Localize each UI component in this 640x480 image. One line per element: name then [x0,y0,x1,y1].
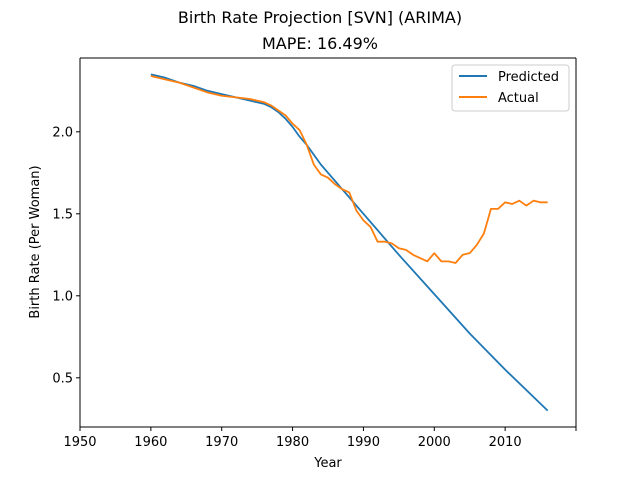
series-line-predicted [150,73,549,412]
y-axis-ticks: 0.5 1.0 1.5 2.0 [52,125,80,386]
plot-area [80,58,576,427]
series-line-actual [150,75,548,264]
y-tick-label: 1.5 [52,207,73,222]
y-tick-label: 2.0 [52,125,73,140]
x-axis-label: Year [313,456,342,471]
chart-title: Birth Rate Projection [SVN] (ARIMA) [178,8,462,27]
y-tick-label: 0.5 [52,371,73,386]
x-tick-label: 1970 [205,435,238,450]
x-tick-label: 1990 [347,435,380,450]
x-tick-label: 2000 [418,435,451,450]
x-tick-label: 1950 [63,435,96,450]
legend-label-predicted: Predicted [498,70,559,85]
chart-subtitle: MAPE: 16.49% [262,34,378,53]
legend: Predicted Actual [451,64,570,112]
x-tick-label: 1980 [276,435,309,450]
x-tick-label: 2010 [489,435,522,450]
series-layer [150,73,549,412]
x-tick-label: 1960 [134,435,167,450]
y-axis-label: Birth Rate (Per Woman) [28,165,43,318]
y-tick-label: 1.0 [52,289,73,304]
x-axis-ticks: 1950 1960 1970 1980 1990 2000 2010 [63,427,577,450]
legend-label-actual: Actual [498,91,539,106]
